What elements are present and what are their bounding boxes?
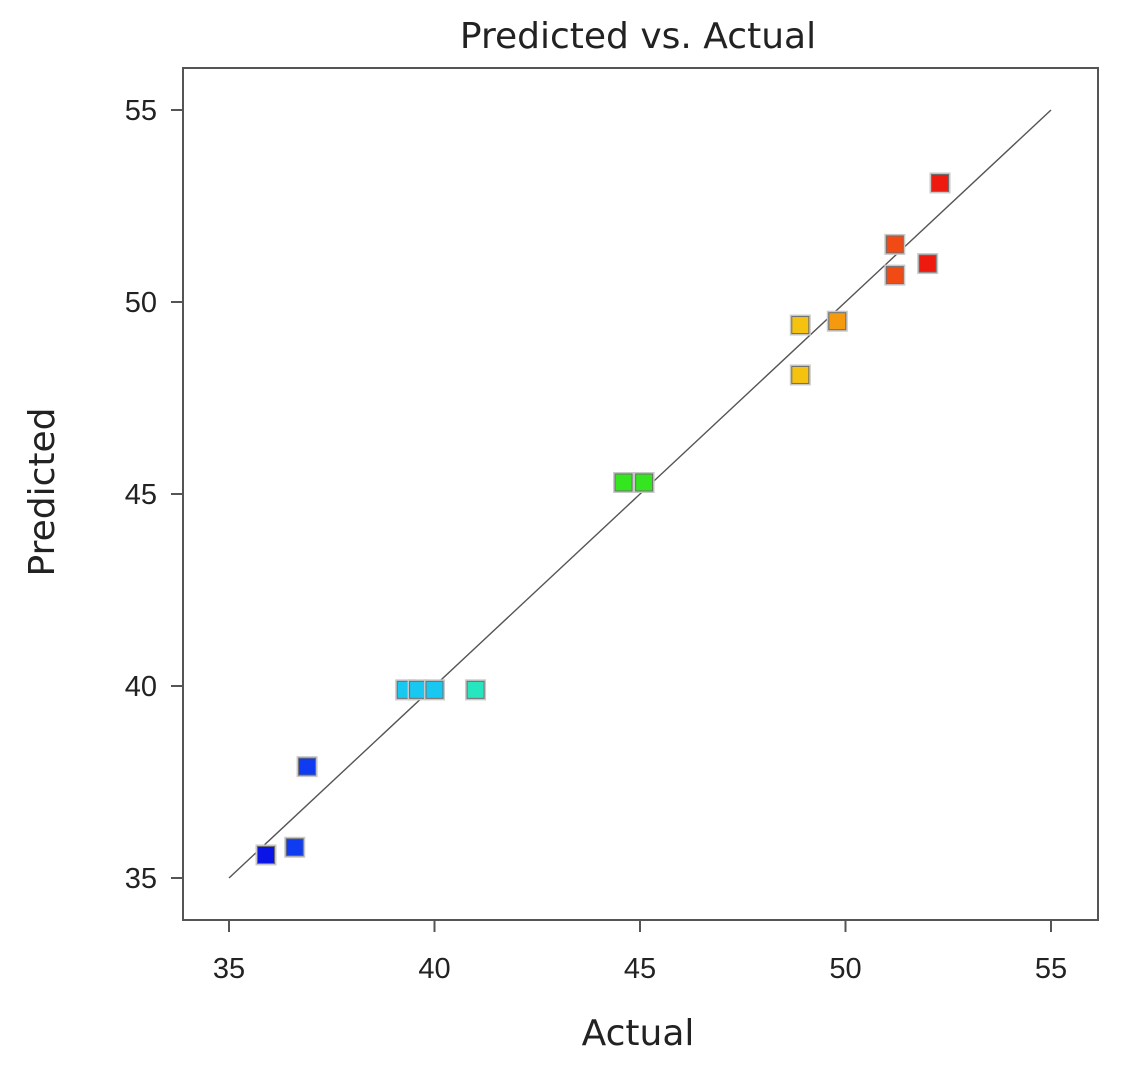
- data-point: [918, 254, 937, 273]
- data-point: [256, 845, 275, 864]
- y-tick-label: 45: [125, 479, 157, 511]
- y-axis-title: Predicted: [22, 408, 63, 577]
- x-axis-title: Actual: [582, 1013, 695, 1054]
- data-point: [466, 680, 485, 699]
- y-tick-label: 50: [125, 287, 157, 319]
- y-axis: 35 40 45 50 55: [125, 95, 183, 895]
- x-tick-label: 45: [624, 953, 656, 985]
- data-point: [791, 365, 810, 384]
- x-tick-label: 40: [418, 953, 450, 985]
- data-point: [298, 757, 317, 776]
- data-point: [635, 473, 654, 492]
- chart-title: Predicted vs. Actual: [460, 16, 816, 57]
- y-tick-label: 55: [125, 95, 157, 127]
- x-tick-label: 35: [213, 953, 245, 985]
- x-axis: 35 40 45 50 55: [213, 920, 1067, 985]
- data-point: [885, 235, 904, 254]
- data-point: [791, 316, 810, 335]
- data-point: [885, 266, 904, 285]
- data-point: [614, 473, 633, 492]
- reference-line: [228, 109, 1052, 879]
- data-point: [828, 312, 847, 331]
- x-tick-label: 50: [829, 953, 861, 985]
- y-tick-label: 40: [125, 671, 157, 703]
- data-point: [425, 680, 444, 699]
- x-tick-label: 55: [1035, 953, 1067, 985]
- data-point: [285, 838, 304, 857]
- data-points: [255, 172, 951, 866]
- y-tick-label: 35: [125, 863, 157, 895]
- data-point: [931, 173, 950, 192]
